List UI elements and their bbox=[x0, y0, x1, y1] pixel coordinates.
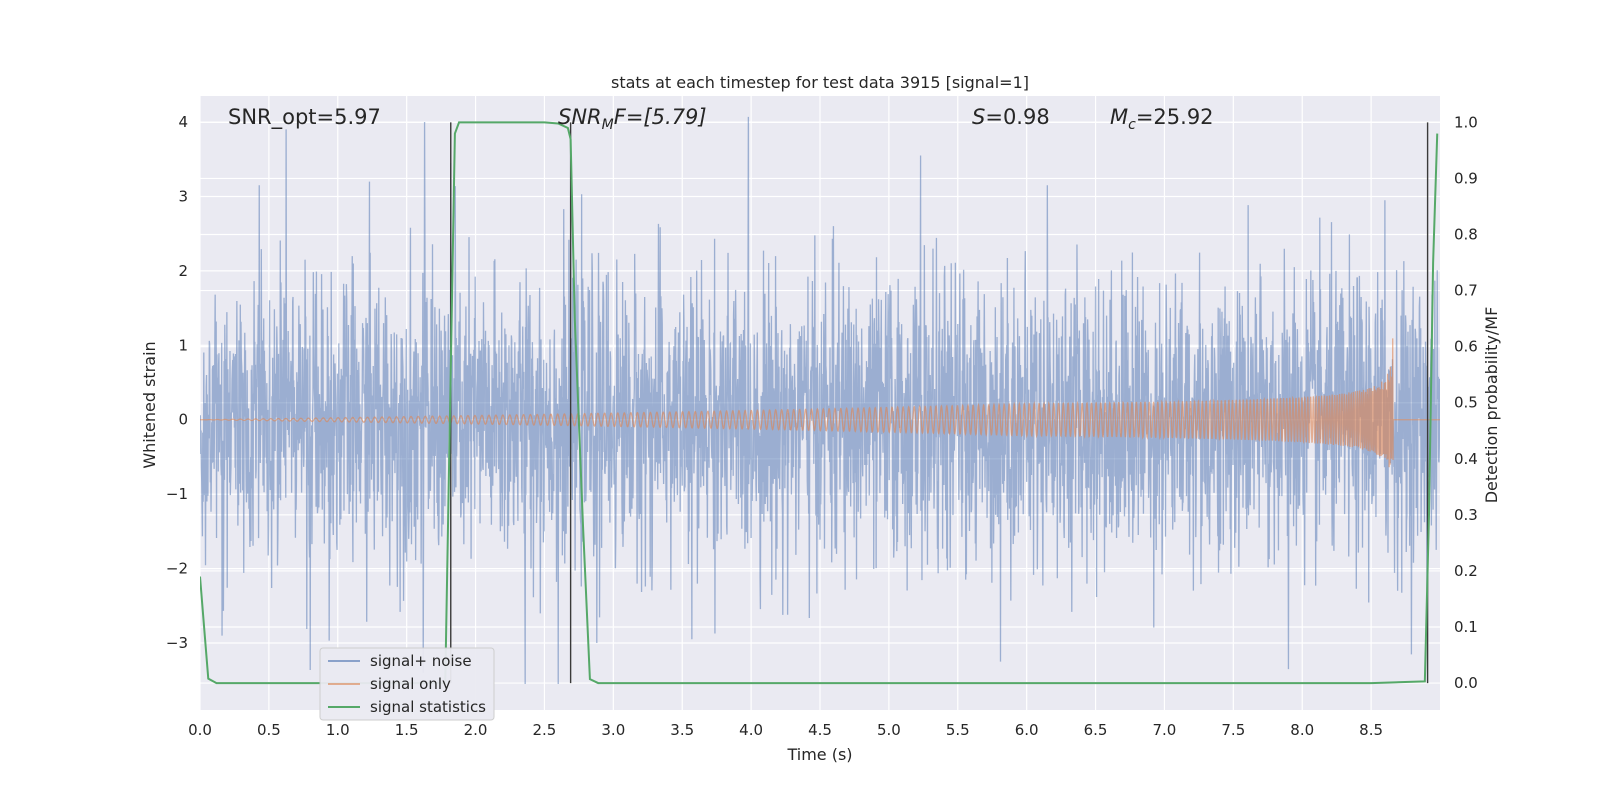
y-tick-label: 3 bbox=[178, 187, 188, 205]
annotation-s: S=0.98 bbox=[972, 105, 1050, 129]
y2-tick-label: 0.8 bbox=[1454, 226, 1478, 244]
x-tick-label: 1.5 bbox=[395, 721, 419, 739]
legend: signal+ noise signal only signal statist… bbox=[319, 647, 495, 721]
signal-only-series bbox=[200, 338, 1440, 468]
y2-axis-label: Detection probability/MF bbox=[1482, 307, 1501, 504]
y2-tick-label: 1.0 bbox=[1454, 113, 1478, 131]
y-tick-label: −3 bbox=[166, 634, 188, 652]
x-tick-label: 3.0 bbox=[601, 721, 625, 739]
y2-tick-label: 0.7 bbox=[1454, 282, 1478, 300]
legend-label-signal-noise: signal+ noise bbox=[370, 652, 472, 670]
legend-label-signal-statistics: signal statistics bbox=[370, 698, 486, 716]
signal-noise-series bbox=[200, 116, 1440, 684]
annotation-snr-opt: SNR_opt=5.97 bbox=[228, 105, 381, 130]
y2-tick-label: 0.6 bbox=[1454, 338, 1478, 356]
y-tick-label: −2 bbox=[166, 560, 188, 578]
x-tick-label: 0.0 bbox=[188, 721, 212, 739]
y2-tick-label: 0.2 bbox=[1454, 562, 1478, 580]
y-tick-label: 4 bbox=[178, 113, 188, 131]
x-tick-label: 4.5 bbox=[808, 721, 832, 739]
x-tick-label: 5.0 bbox=[877, 721, 901, 739]
y-tick-label: 2 bbox=[178, 262, 188, 280]
y2-tick-label: 0.9 bbox=[1454, 169, 1478, 187]
x-tick-label: 4.0 bbox=[739, 721, 763, 739]
x-tick-label: 2.5 bbox=[533, 721, 557, 739]
y2-tick-label: 0.3 bbox=[1454, 506, 1478, 524]
x-tick-label: 2.0 bbox=[464, 721, 488, 739]
y2-tick-label: 0.5 bbox=[1454, 394, 1478, 412]
signal-noise-line bbox=[200, 116, 1440, 684]
x-axis-label: Time (s) bbox=[786, 745, 852, 764]
y2-tick-label: 0.0 bbox=[1454, 674, 1478, 692]
annotation-mc: Mc=25.92 bbox=[1110, 105, 1214, 133]
x-tick-label: 5.5 bbox=[946, 721, 970, 739]
x-tick-label: 8.5 bbox=[1359, 721, 1383, 739]
x-tick-label: 7.5 bbox=[1221, 721, 1245, 739]
y-tick-labels: −3 −2 −1 0 1 2 3 4 bbox=[166, 113, 188, 652]
y2-tick-labels: 0.0 0.1 0.2 0.3 0.4 0.5 0.6 0.7 0.8 0.9 1.0 bbox=[1454, 113, 1478, 692]
y-tick-label: 1 bbox=[178, 336, 188, 354]
x-tick-label: 1.0 bbox=[326, 721, 350, 739]
x-tick-label: 0.5 bbox=[257, 721, 281, 739]
y2-tick-label: 0.1 bbox=[1454, 618, 1478, 636]
legend-label-signal-only: signal only bbox=[370, 675, 451, 693]
signal-only-line bbox=[200, 338, 1440, 468]
x-tick-label: 3.5 bbox=[670, 721, 694, 739]
y2-tick-label: 0.4 bbox=[1454, 450, 1478, 468]
y-tick-label: 0 bbox=[178, 411, 188, 429]
x-tick-label: 7.0 bbox=[1153, 721, 1177, 739]
x-tick-label: 6.5 bbox=[1084, 721, 1108, 739]
x-tick-label: 6.0 bbox=[1015, 721, 1039, 739]
x-tick-label: 8.0 bbox=[1290, 721, 1314, 739]
x-tick-labels: 0.0 0.5 1.0 1.5 2.0 2.5 3.0 3.5 4.0 4.5 5.0 5.5 6.0 6… bbox=[188, 721, 1383, 739]
y-axis-label: Whitened strain bbox=[140, 341, 159, 468]
legend-box bbox=[319, 647, 495, 721]
y-tick-label: −1 bbox=[166, 485, 188, 503]
chart-title: stats at each timestep for test data 391… bbox=[611, 73, 1029, 92]
annotation-snr-mf: SNRMF=[5.79] bbox=[558, 105, 707, 133]
